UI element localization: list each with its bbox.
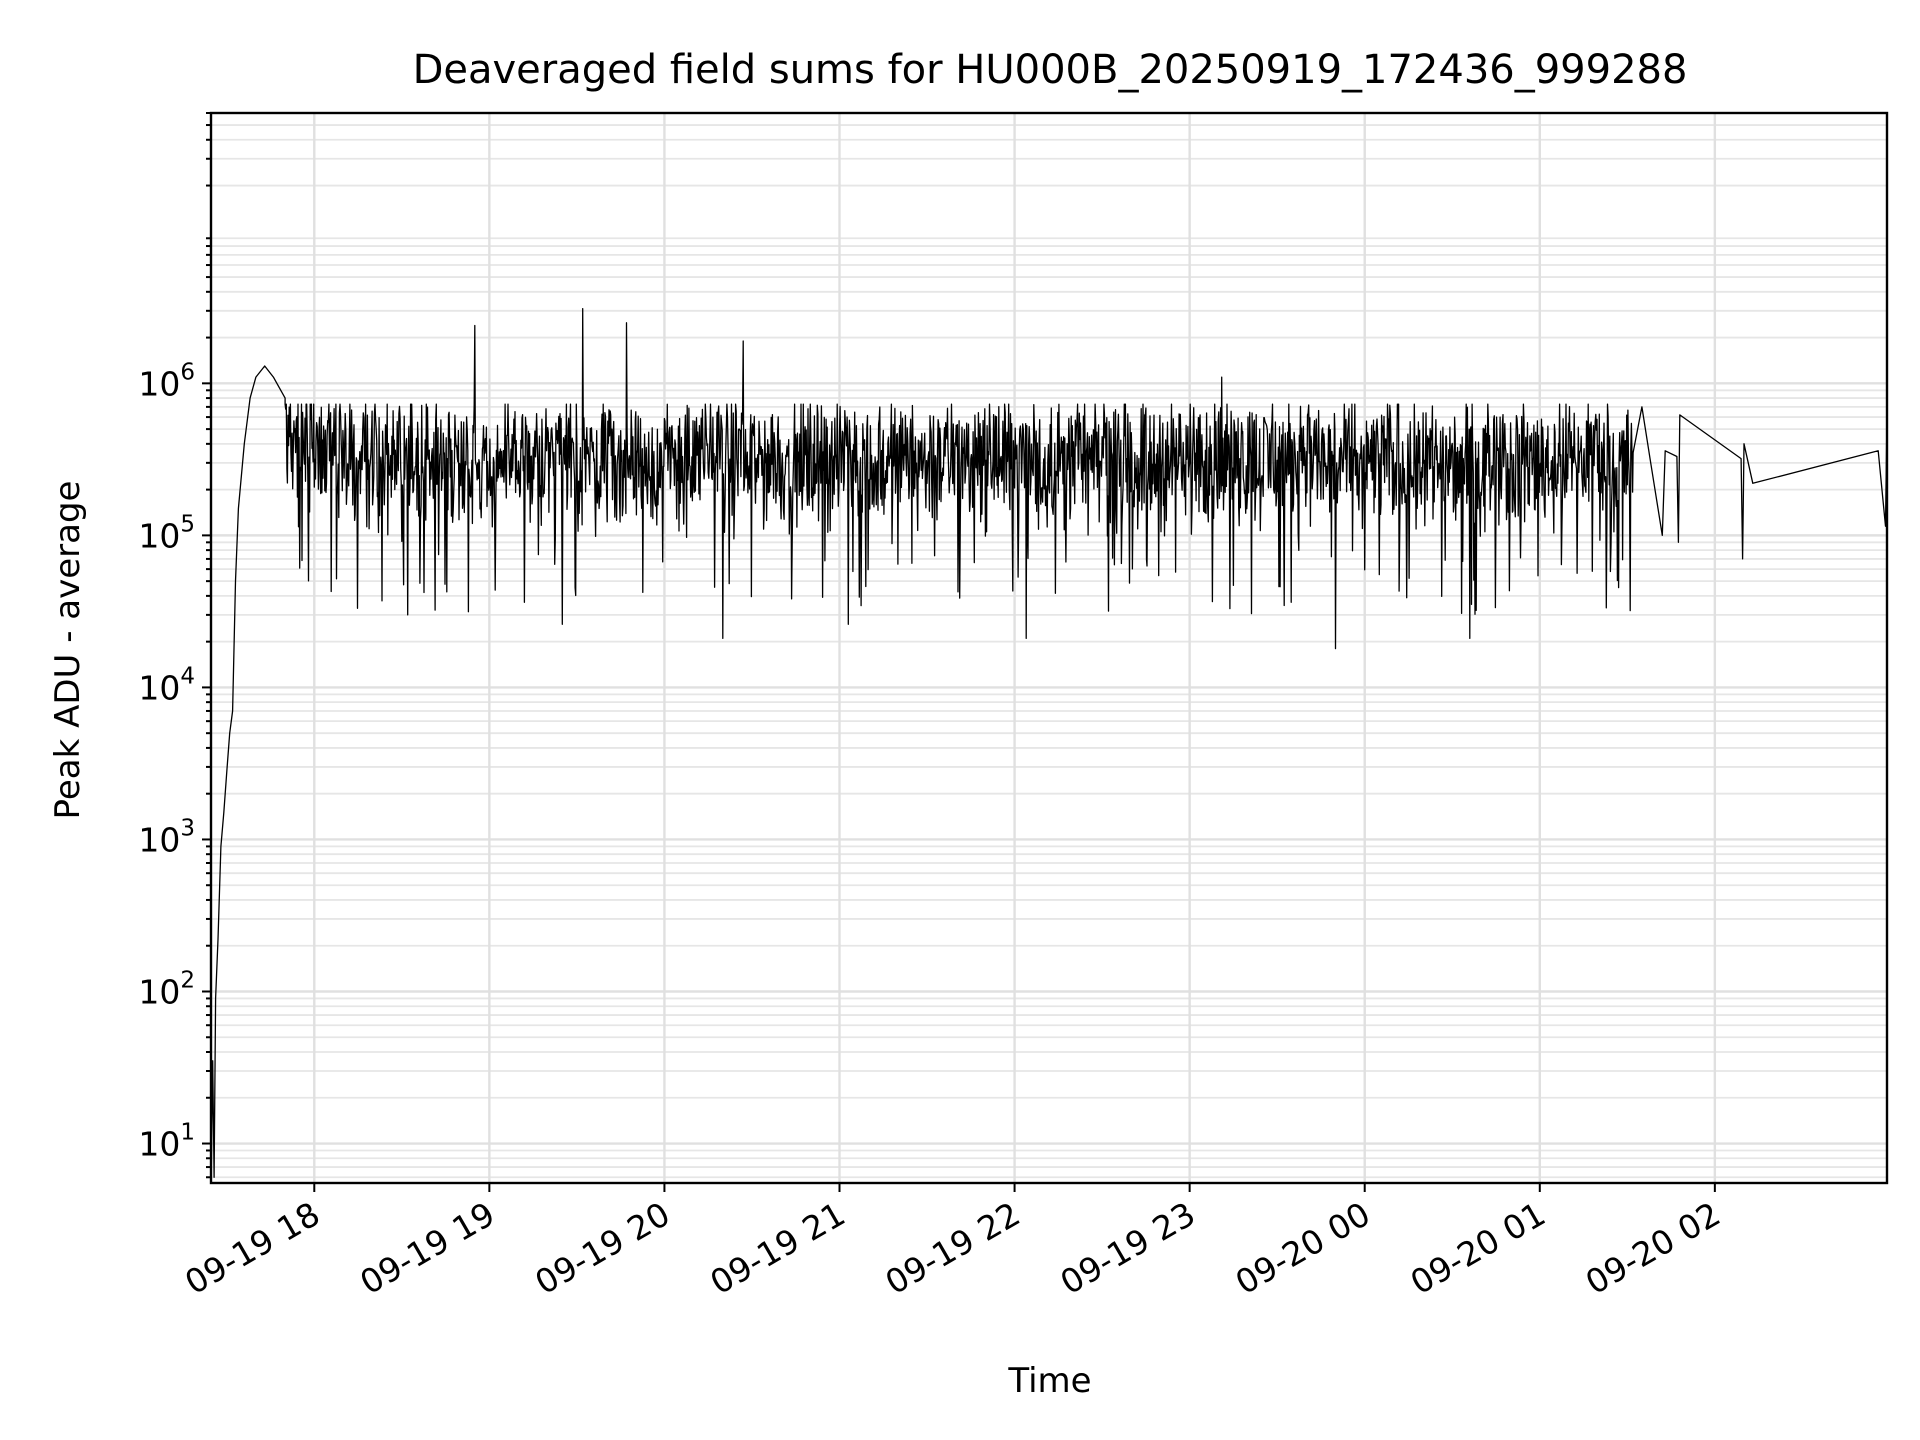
y-tick-label: 102	[138, 967, 195, 1011]
x-tick-label: 09-19 18	[178, 1194, 326, 1302]
y-tick-label: 101	[138, 1120, 195, 1164]
x-tick-label: 09-20 00	[1229, 1194, 1377, 1302]
y-axis-label: Peak ADU - average	[48, 481, 88, 820]
x-tick-label: 09-19 20	[528, 1194, 676, 1302]
plot-frame	[209, 111, 1889, 1185]
x-tick-label: 09-20 01	[1404, 1194, 1552, 1302]
x-tick-label: 09-20 02	[1579, 1194, 1727, 1302]
grid-layer	[211, 112, 1887, 1183]
x-tick-label: 09-19 23	[1054, 1194, 1202, 1302]
x-tick-label: 09-19 22	[879, 1194, 1027, 1302]
series-line	[210, 307, 1888, 1178]
y-tick-label: 104	[138, 663, 195, 707]
y-tick-label: 105	[138, 511, 195, 555]
y-tick-label: 106	[138, 359, 195, 403]
x-tick-label: 09-19 21	[704, 1194, 852, 1302]
chart-title: Deaveraged field sums for HU000B_2025091…	[413, 47, 1688, 93]
x-axis-label: Time	[1007, 1361, 1091, 1401]
y-tick-label: 103	[138, 815, 195, 859]
x-tick-label: 09-19 19	[353, 1194, 501, 1302]
